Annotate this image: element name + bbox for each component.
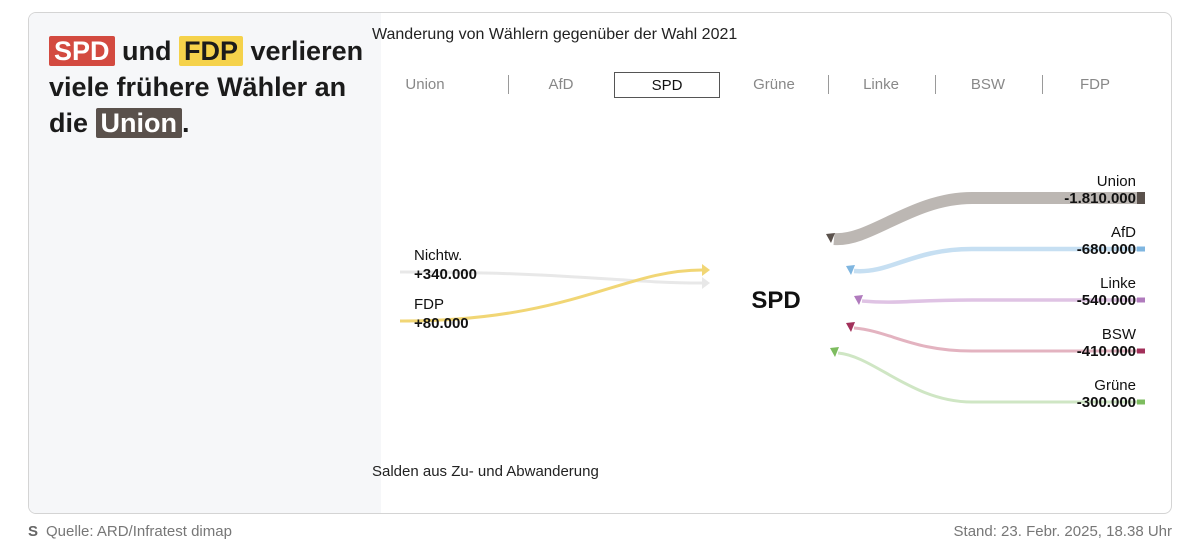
loss-label-bsw: BSW [1102,326,1137,343]
center-party-label: SPD [751,287,800,314]
flow-arrow-nichtw [702,277,710,289]
flow-arrow-fdp [702,264,710,276]
flow-end-gruene [1137,400,1145,405]
gain-label-nichtw: Nichtw. [414,247,462,264]
chart-subtitle: Wanderung von Wählern gegenüber der Wahl… [372,26,737,44]
party-badge-fdp: FDP [179,36,243,66]
headline-pane: SPD und FDP verlieren viele frühere Wähl… [29,13,381,513]
flow-start-nichtw [400,271,410,274]
flow-arrow-gruene [830,347,839,357]
loss-value-gruene: -300.000 [1077,394,1136,411]
loss-label-afd: AfD [1111,224,1136,241]
gain-value-fdp: +80.000 [414,315,469,332]
flow-end-afd [1137,247,1145,252]
headline: SPD und FDP verlieren viele frühere Wähl… [49,33,369,141]
tab-gruene[interactable]: Grüne [721,72,827,98]
tab-fdp[interactable]: FDP [1042,72,1148,98]
party-badge-union: Union [96,108,182,138]
loss-value-union: -1.810.000 [1064,190,1136,207]
tab-afd[interactable]: AfD [508,72,614,98]
timestamp: Stand: 23. Febr. 2025, 18.38 Uhr [954,523,1172,540]
loss-label-gruene: Grüne [1094,377,1136,394]
loss-value-bsw: -410.000 [1077,343,1136,360]
loss-value-afd: -680.000 [1077,241,1136,258]
flow-end-linke [1137,298,1145,303]
tab-bsw[interactable]: BSW [935,72,1041,98]
flow-arrow-linke [854,295,863,305]
gain-label-fdp: FDP [414,296,444,313]
party-badge-spd: SPD [49,36,115,66]
gain-value-nichtw: +340.000 [414,266,477,283]
flow-start-fdp [400,320,410,323]
publisher-logo: S [28,523,38,540]
source-line: S Quelle: ARD/Infratest dimap [28,523,232,540]
loss-label-linke: Linke [1100,275,1136,292]
flow-arrow-bsw [846,322,855,332]
tab-linke[interactable]: Linke [828,72,934,98]
loss-label-union: Union [1097,173,1136,190]
loss-value-linke: -540.000 [1077,292,1136,309]
headline-text-1: und [115,36,179,66]
chart-footnote: Salden aus Zu- und Abwanderung [372,463,599,480]
headline-end: . [182,108,190,138]
tab-spd[interactable]: SPD [614,72,720,98]
flow-end-bsw [1137,349,1145,354]
tab-union[interactable]: Union [372,72,478,98]
flow-end-union [1137,192,1145,204]
party-tab-bar: Union AfD SPD Grüne Linke BSW FDP [372,72,1124,98]
source-text: Quelle: ARD/Infratest dimap [46,523,232,540]
flow-arrow-union [826,233,835,243]
voter-flow-chart: Nichtw. +340.000 FDP +80.000 Union-1.810.000… [372,120,1162,450]
flow-arrow-afd [846,265,855,275]
